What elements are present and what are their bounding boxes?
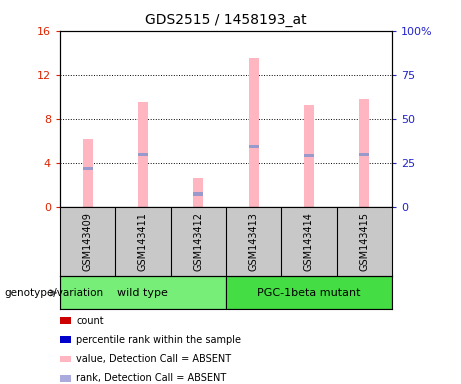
Text: GSM143415: GSM143415	[359, 212, 369, 271]
Bar	[83, 139, 93, 207]
Text: GSM143409: GSM143409	[83, 212, 93, 271]
Text: count: count	[76, 316, 104, 326]
Text: GSM143414: GSM143414	[304, 212, 314, 271]
Bar	[248, 58, 259, 207]
Text: value, Detection Call = ABSENT: value, Detection Call = ABSENT	[76, 354, 231, 364]
Title: GDS2515 / 1458193_at: GDS2515 / 1458193_at	[145, 13, 307, 27]
Text: GSM143413: GSM143413	[248, 212, 259, 271]
Bar	[248, 145, 259, 148]
Bar	[304, 105, 314, 207]
Bar	[359, 153, 369, 156]
Bar	[226, 276, 392, 309]
Bar	[138, 153, 148, 156]
Bar	[83, 167, 93, 170]
Text: GSM143411: GSM143411	[138, 212, 148, 271]
Text: PGC-1beta mutant: PGC-1beta mutant	[257, 288, 361, 298]
Text: GSM143412: GSM143412	[193, 212, 203, 271]
Bar	[193, 192, 203, 196]
Text: wild type: wild type	[118, 288, 168, 298]
Text: rank, Detection Call = ABSENT: rank, Detection Call = ABSENT	[76, 373, 226, 383]
Bar	[193, 177, 203, 207]
Bar	[359, 99, 369, 207]
Bar	[60, 276, 226, 309]
Text: genotype/variation: genotype/variation	[5, 288, 104, 298]
Bar	[138, 103, 148, 207]
Text: percentile rank within the sample: percentile rank within the sample	[76, 335, 241, 345]
Bar	[304, 154, 314, 157]
